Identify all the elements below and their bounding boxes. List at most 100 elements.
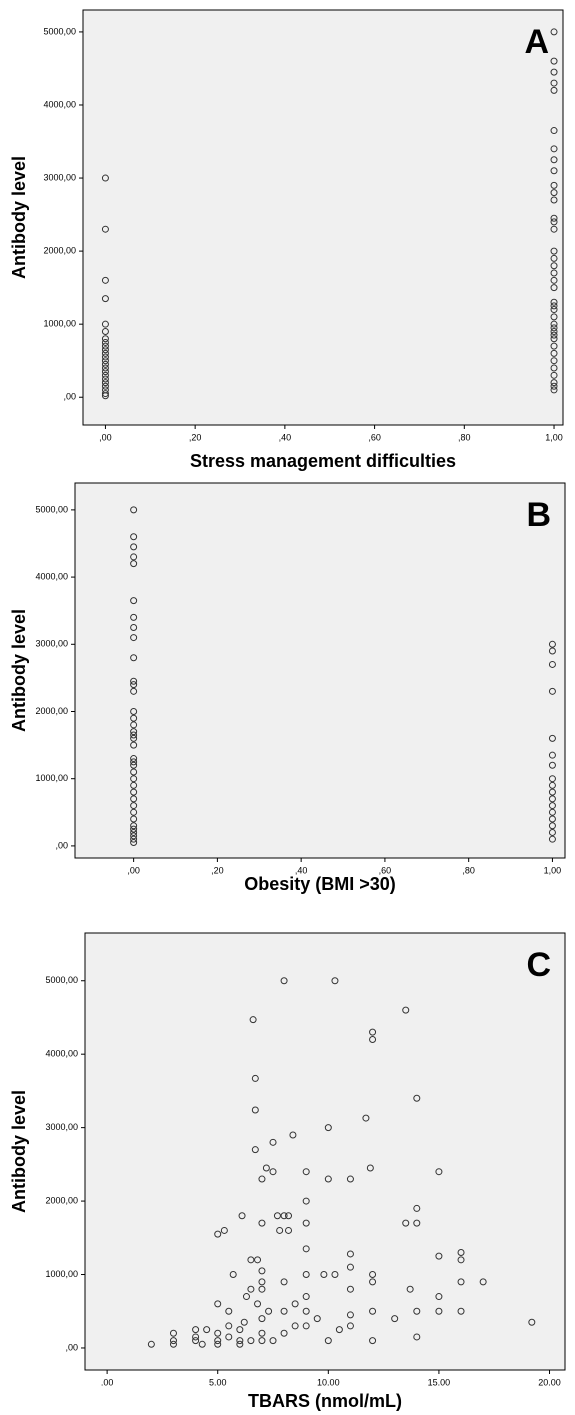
point [280, 1329, 288, 1337]
point [229, 1271, 237, 1279]
point [276, 1226, 284, 1234]
x-tick-label: ,60 [368, 432, 381, 442]
point [130, 597, 138, 605]
point [550, 302, 558, 310]
point [550, 145, 558, 153]
point [302, 1197, 310, 1205]
point [550, 349, 558, 357]
x-tick-label: 5.00 [209, 1377, 227, 1387]
point [269, 1168, 277, 1176]
point [130, 560, 138, 568]
point [101, 225, 109, 233]
point [457, 1307, 465, 1315]
panel-letter: B [526, 496, 551, 534]
point [550, 342, 558, 350]
point [101, 349, 109, 357]
point [346, 1175, 354, 1183]
point [550, 156, 558, 164]
point [251, 1074, 259, 1082]
point [130, 788, 138, 796]
point [130, 761, 138, 769]
point [331, 1271, 339, 1279]
point [550, 196, 558, 204]
point [479, 1278, 487, 1286]
point [548, 808, 556, 816]
point [548, 822, 556, 830]
point [130, 634, 138, 642]
point [550, 313, 558, 321]
point [369, 1028, 377, 1036]
x-tick-label: ,20 [211, 865, 224, 875]
point [550, 306, 558, 314]
point [130, 795, 138, 803]
x-tick-label: ,80 [462, 865, 475, 875]
point [101, 390, 109, 398]
point [369, 1278, 377, 1286]
point [550, 86, 558, 94]
point [258, 1337, 266, 1345]
point [130, 623, 138, 631]
y-tick-label: 4000,00 [43, 99, 76, 109]
point [289, 1131, 297, 1139]
point [101, 360, 109, 368]
point [550, 225, 558, 233]
point [331, 977, 339, 985]
point [130, 681, 138, 689]
point [130, 506, 138, 514]
point [258, 1278, 266, 1286]
point [169, 1337, 177, 1345]
point [130, 741, 138, 749]
point [550, 357, 558, 365]
point [254, 1300, 262, 1308]
point [101, 364, 109, 372]
point [249, 1016, 257, 1024]
point [366, 1164, 374, 1172]
point [457, 1256, 465, 1264]
y-tick-label: 3000,00 [43, 172, 76, 182]
point [550, 262, 558, 270]
x-tick-label: ,20 [189, 432, 202, 442]
point [258, 1219, 266, 1227]
y-tick-label: ,00 [65, 1342, 78, 1352]
y-axis-title: Antibody level [9, 609, 29, 732]
point [240, 1318, 248, 1326]
point [302, 1245, 310, 1253]
point [101, 342, 109, 350]
point [550, 327, 558, 335]
point [101, 346, 109, 354]
point [413, 1219, 421, 1227]
point [548, 647, 556, 655]
point [225, 1322, 233, 1330]
point [101, 357, 109, 365]
point [192, 1326, 200, 1334]
point [214, 1337, 222, 1345]
point [130, 825, 138, 833]
point [236, 1337, 244, 1345]
point [548, 761, 556, 769]
point [242, 1293, 250, 1301]
point [192, 1333, 200, 1341]
y-tick-label: 1000,00 [43, 319, 76, 329]
plot-area [82, 9, 564, 426]
x-tick-label: 1,00 [544, 865, 562, 875]
point [225, 1307, 233, 1315]
point [258, 1285, 266, 1293]
point [291, 1322, 299, 1330]
point [101, 276, 109, 284]
point [130, 734, 138, 742]
point [550, 298, 558, 306]
point [528, 1318, 536, 1326]
plot-area [84, 932, 566, 1371]
point [550, 269, 558, 277]
point [550, 379, 558, 387]
x-axis-title: Obesity (BMI >30) [244, 874, 396, 894]
point [251, 1146, 259, 1154]
point [280, 1307, 288, 1315]
point [130, 775, 138, 783]
point [258, 1315, 266, 1323]
y-tick-label: 1000,00 [35, 773, 68, 783]
x-tick-label: 10.00 [317, 1377, 340, 1387]
point [247, 1337, 255, 1345]
point [247, 1256, 255, 1264]
